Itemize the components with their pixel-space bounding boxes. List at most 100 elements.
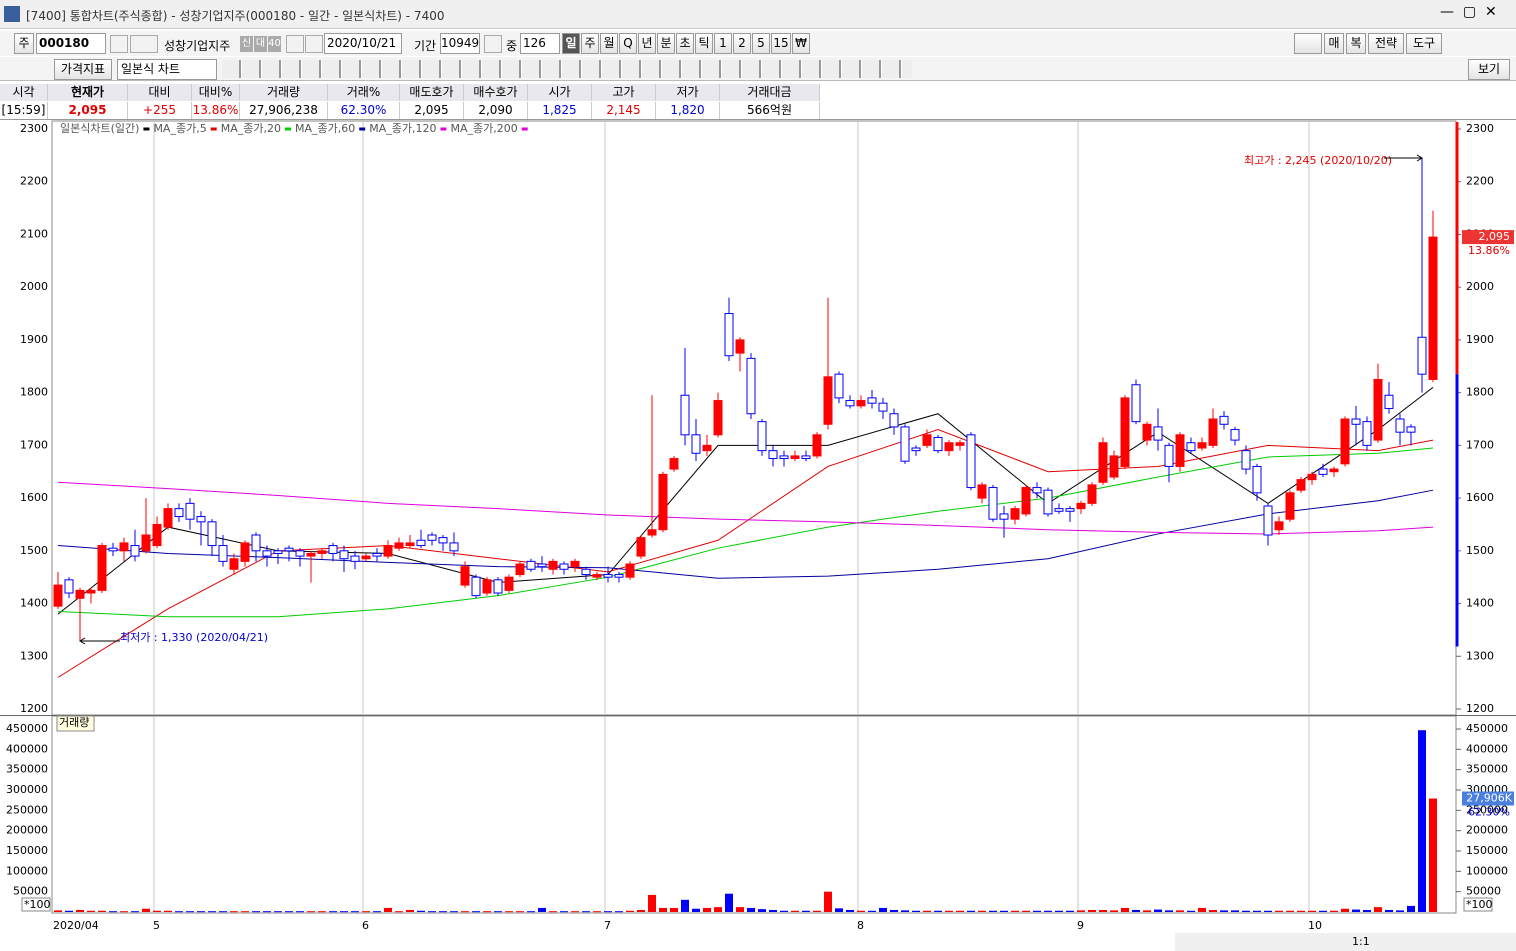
y-tick-label: 2200	[20, 175, 48, 188]
period-icon[interactable]	[484, 35, 502, 53]
interval-button[interactable]: 년	[638, 33, 656, 54]
quote-header: 대비	[128, 84, 192, 101]
volume-bar	[1385, 909, 1393, 912]
candle-body	[1230, 429, 1240, 441]
candle-body	[515, 563, 525, 576]
code-input[interactable]: 000180	[36, 33, 106, 54]
interval-button[interactable]: 틱	[695, 33, 713, 54]
chart-style-select[interactable]: 일본식 차트	[117, 59, 217, 80]
volume-bar	[1000, 910, 1008, 912]
candle-body	[416, 539, 426, 547]
candle-body	[658, 473, 668, 531]
quote-header: 시각	[0, 84, 48, 101]
candle-body	[768, 450, 778, 460]
prev-icon[interactable]	[286, 35, 304, 53]
interval-button[interactable]: 분	[657, 33, 675, 54]
volume-bar	[516, 911, 524, 913]
candle-body	[251, 534, 261, 552]
legend-entry: MA_종가,120	[369, 122, 436, 135]
volume-bar	[1110, 910, 1118, 912]
tag: 대	[254, 36, 267, 52]
volume-bar	[263, 911, 271, 913]
period-input[interactable]: 10949	[440, 33, 480, 54]
unit-right: *100	[1466, 898, 1493, 911]
volume-bar	[527, 911, 535, 913]
candle-body	[273, 550, 283, 554]
quote-header: 거래량	[240, 84, 328, 101]
y-tick-label: 1900	[20, 333, 48, 346]
indicator-button[interactable]: 가격지표	[54, 59, 112, 80]
volume-bar	[54, 910, 62, 912]
right-button[interactable]: 도구	[1406, 33, 1442, 54]
volume-bar	[802, 910, 810, 912]
unit-left-box	[21, 897, 51, 912]
volume-bar	[1198, 907, 1206, 912]
candle-body	[889, 413, 899, 428]
y2-tick-label: 1300	[1466, 649, 1494, 662]
candle-body	[680, 394, 690, 436]
interval-button[interactable]: 15	[771, 33, 791, 54]
volume-bar	[538, 907, 546, 912]
interval-button[interactable]: 월	[600, 33, 618, 54]
candle-body	[845, 400, 855, 407]
ma-line	[57, 489, 1434, 579]
right-button[interactable]: 매	[1324, 33, 1344, 54]
market-button[interactable]: 주	[14, 33, 34, 54]
view-button[interactable]: 보기	[1468, 59, 1510, 80]
volume-bar	[648, 894, 656, 912]
candle-body	[1208, 418, 1218, 446]
candle-body	[229, 558, 239, 570]
candle-body	[1153, 426, 1163, 441]
candle-body	[856, 400, 866, 407]
y2-tick-label: 2300	[1466, 122, 1494, 135]
volume-bar	[1220, 910, 1228, 912]
candle-body	[1318, 468, 1328, 475]
interval-button[interactable]: 1	[714, 33, 732, 54]
candle-body	[295, 550, 305, 557]
candle-body	[1054, 508, 1064, 512]
next-icon[interactable]	[305, 35, 323, 53]
volume-legend-box	[56, 715, 95, 732]
volume-bar	[142, 908, 150, 912]
date-input[interactable]: 2020/10/21	[324, 33, 402, 54]
x-tick-label: 2020/04	[53, 919, 99, 932]
candle-body	[1274, 521, 1284, 531]
volume-bar	[494, 911, 502, 913]
unit-left: *100	[24, 898, 51, 911]
right-button[interactable]: 복	[1346, 33, 1366, 54]
candle-body	[185, 502, 195, 520]
volume-bar	[1066, 910, 1074, 912]
count-input[interactable]: 126	[520, 33, 560, 54]
sort-icon[interactable]	[130, 35, 158, 53]
volume-bar	[1429, 798, 1437, 912]
candle-body	[724, 313, 734, 357]
quote-value: 13.86%	[192, 102, 240, 119]
cloud-button[interactable]	[1294, 33, 1322, 54]
interval-button[interactable]: 2	[733, 33, 751, 54]
right-button[interactable]: 전략	[1368, 33, 1404, 54]
interval-button[interactable]: 5	[752, 33, 770, 54]
high-arrow	[1384, 154, 1423, 162]
window-controls[interactable]: — ▢ ✕	[1440, 4, 1497, 20]
interval-button[interactable]: ₩	[792, 33, 810, 54]
candle-body	[339, 550, 349, 560]
interval-button[interactable]: 일	[562, 33, 580, 54]
volume-bar	[186, 911, 194, 913]
candle-body	[625, 563, 635, 578]
volume-bar	[934, 910, 942, 912]
interval-button[interactable]: Q	[619, 33, 637, 54]
candle-body	[218, 545, 228, 562]
quote-value: 1,820	[656, 102, 720, 119]
drawing-tools[interactable]	[222, 60, 912, 78]
y2-tick-label: 2200	[1466, 175, 1494, 188]
high-annotation: 최고가 : 2,245 (2020/10/20)	[1244, 154, 1392, 167]
volume-tick-label-right: 400000	[1466, 742, 1508, 755]
volume-tick-label-right: 250000	[1466, 803, 1508, 816]
volume-bar	[890, 909, 898, 912]
volume-bar	[824, 891, 832, 912]
candle-body	[1384, 394, 1394, 409]
volume-bar	[120, 911, 128, 913]
interval-button[interactable]: 초	[676, 33, 694, 54]
search-icon[interactable]	[110, 35, 128, 53]
interval-button[interactable]: 주	[581, 33, 599, 54]
